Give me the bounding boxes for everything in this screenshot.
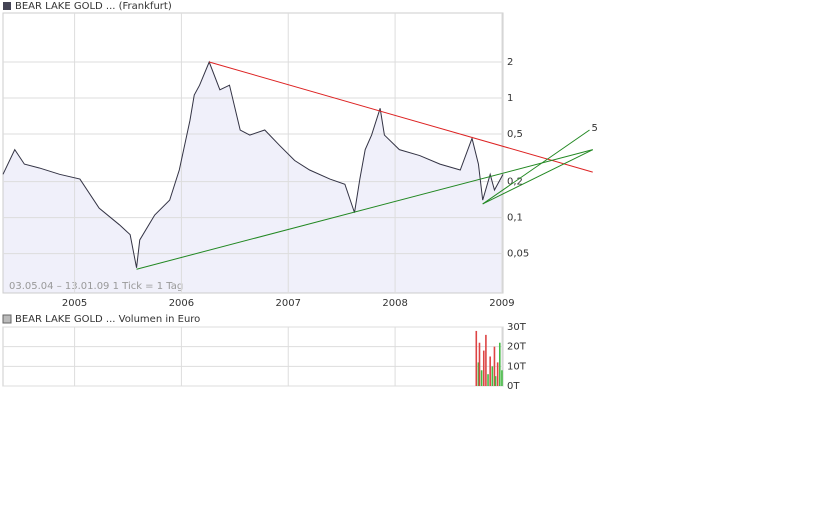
- volume-bar: [482, 350, 485, 386]
- volume-bar: [487, 374, 489, 386]
- trend-line: [482, 149, 593, 205]
- plot-frame: [2, 326, 504, 387]
- x-tick-label: 2008: [382, 298, 407, 309]
- x-tick-label: 2006: [169, 298, 194, 309]
- trend-label: 5: [592, 123, 598, 134]
- volume-bar: [485, 334, 487, 386]
- legend-icon: [2, 314, 12, 324]
- x-tick-label: 2009: [489, 298, 514, 309]
- y-tick-label: 0,1: [507, 213, 523, 224]
- y-tick-label: 10T: [507, 361, 527, 372]
- legend-icon: [3, 2, 11, 10]
- x-tick-label: 2007: [276, 298, 301, 309]
- volume-bar: [493, 346, 496, 386]
- trend-line: [136, 149, 593, 270]
- y-tick-label: 0T: [507, 381, 520, 392]
- y-tick-label: 0,05: [507, 249, 529, 260]
- volume-bar: [498, 342, 501, 386]
- volume-bar: [494, 376, 497, 386]
- range-note: 03.05.04 – 13.01.09 1 Tick = 1 Tag: [9, 281, 183, 292]
- y-tick-label: 0,5: [507, 129, 523, 140]
- chart-title: BEAR LAKE GOLD ... (Frankfurt): [15, 1, 172, 12]
- volume-bar: [480, 370, 483, 386]
- volume-bar: [501, 370, 503, 386]
- volume-bar: [478, 342, 481, 386]
- y-tick-label: 2: [507, 57, 513, 68]
- trend-line: [209, 61, 593, 173]
- price-area: [3, 62, 503, 293]
- chart-title: BEAR LAKE GOLD ... Volumen in Euro: [15, 314, 200, 325]
- y-tick-label: 1: [507, 93, 513, 104]
- volume-bar: [475, 330, 478, 386]
- y-tick-label: 30T: [507, 322, 527, 333]
- x-tick-label: 2005: [62, 298, 87, 309]
- volume-bar: [491, 366, 494, 386]
- y-tick-label: 20T: [507, 342, 527, 353]
- volume-bar: [496, 362, 499, 386]
- plot-frame: [2, 12, 504, 294]
- volume-bar: [477, 362, 480, 386]
- trend-line: [482, 129, 590, 205]
- volume-bar: [489, 356, 491, 386]
- price-line: [2, 60, 504, 268]
